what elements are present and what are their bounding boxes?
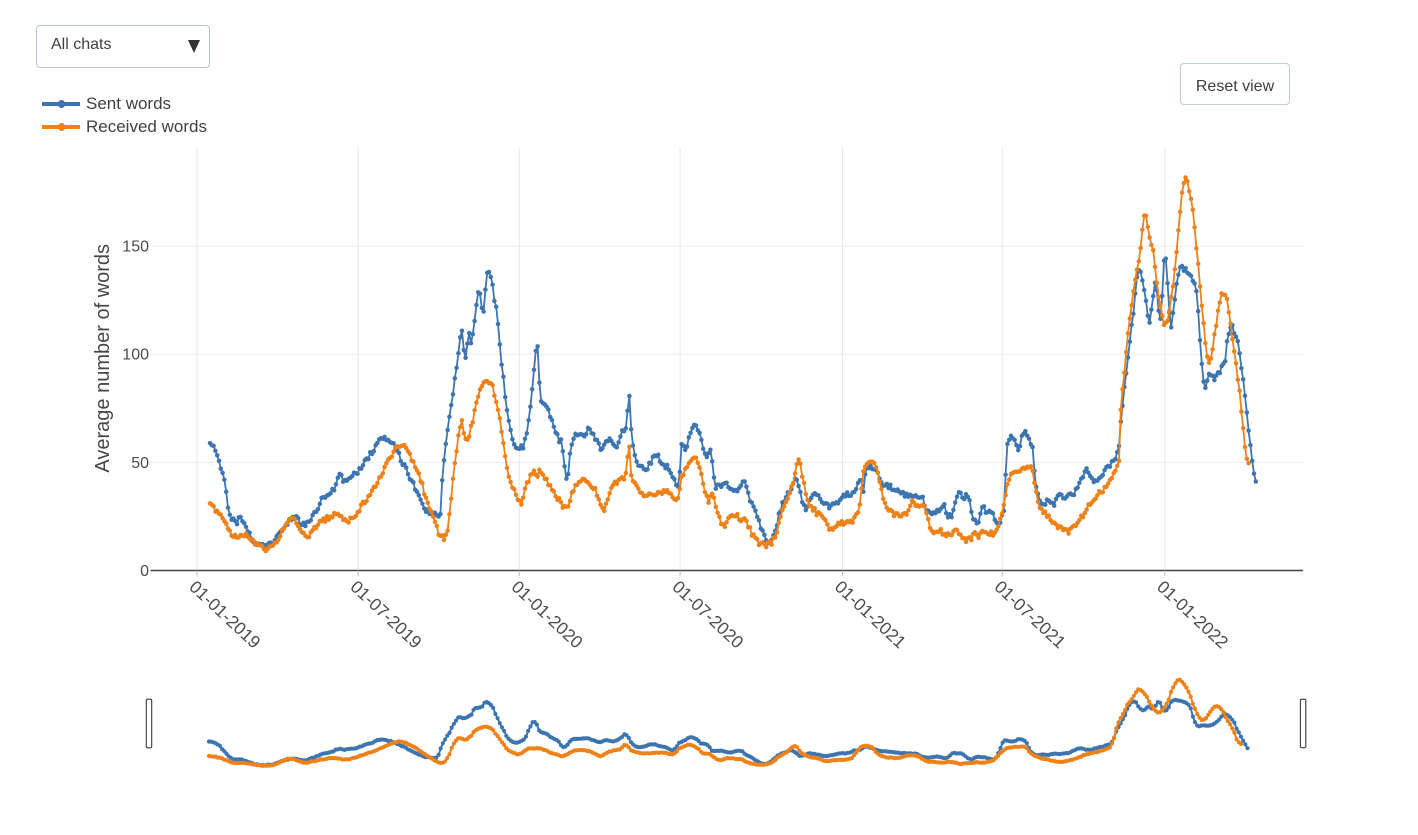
svg-text:01-01-2021: 01-01-2021 <box>831 577 910 653</box>
svg-text:50: 50 <box>131 455 149 472</box>
svg-text:01-07-2020: 01-07-2020 <box>668 577 747 653</box>
svg-text:100: 100 <box>122 347 149 364</box>
svg-text:01-01-2020: 01-01-2020 <box>508 577 587 653</box>
svg-text:01-07-2019: 01-07-2019 <box>347 577 426 653</box>
svg-text:0: 0 <box>140 563 149 580</box>
svg-text:01-01-2019: 01-01-2019 <box>185 577 264 653</box>
svg-text:Average number of words: Average number of words <box>92 244 114 473</box>
svg-text:150: 150 <box>122 239 149 256</box>
svg-text:01-01-2022: 01-01-2022 <box>1153 577 1232 653</box>
svg-text:01-07-2021: 01-07-2021 <box>991 577 1070 653</box>
